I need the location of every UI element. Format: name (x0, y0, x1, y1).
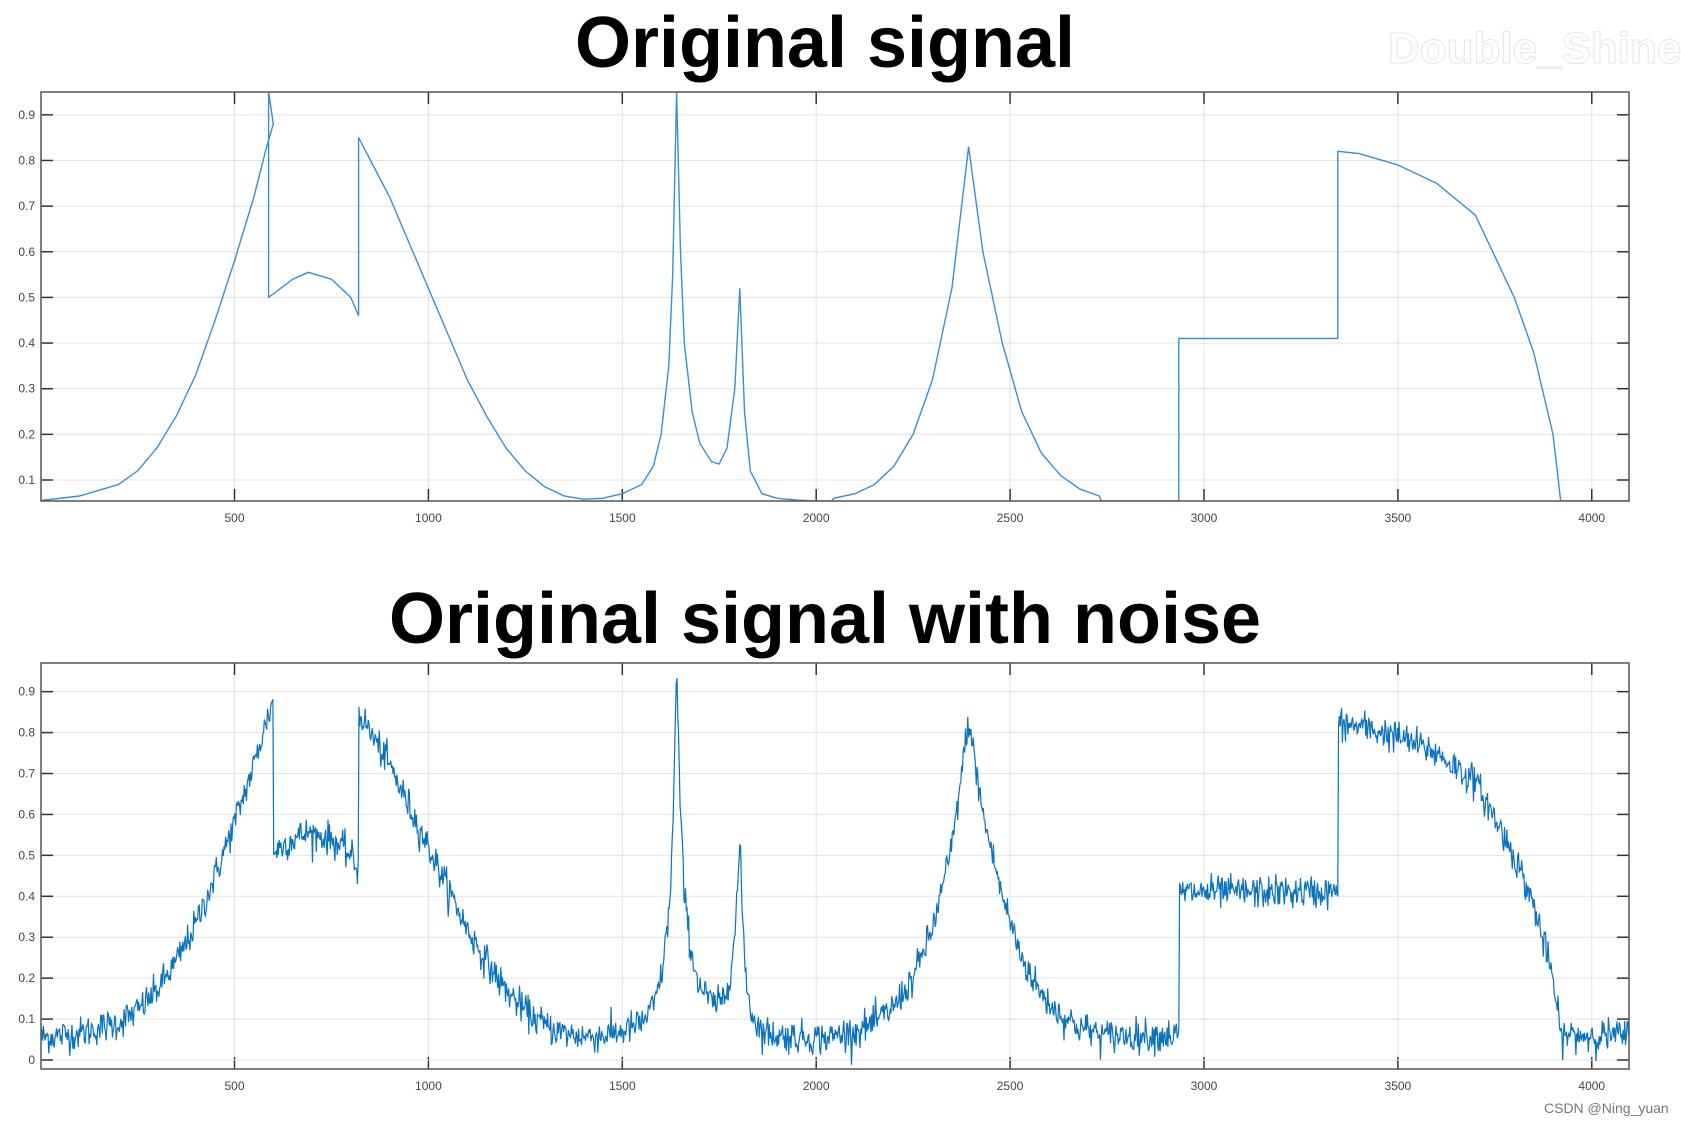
y-tick-label: 0.9 (18, 108, 35, 122)
x-tick-label: 3000 (1191, 1079, 1218, 1093)
y-tick-label: 0.8 (18, 726, 35, 740)
chart-title-noisy: Original signal with noise (388, 579, 1262, 659)
y-tick-label: 0.2 (18, 971, 35, 985)
x-tick-label: 500 (224, 1079, 244, 1093)
axes-box (40, 662, 1630, 1070)
x-tick-label: 2000 (803, 511, 830, 525)
axes-box (40, 91, 1630, 502)
noisy-signal-line (41, 678, 1629, 1065)
x-tick-label: 1500 (609, 1079, 636, 1093)
y-tick-label: 0.7 (18, 199, 35, 213)
x-tick-label: 4000 (1578, 511, 1605, 525)
y-tick-label: 0 (28, 1053, 35, 1067)
x-tick-label: 2500 (997, 511, 1024, 525)
credit-watermark: CSDN @Ning_yuan (1544, 1100, 1669, 1116)
x-tick-label: 3500 (1385, 1079, 1412, 1093)
x-tick-label: 2500 (997, 1079, 1024, 1093)
axes-1: 500 1000 1500 2000 2500 3000 3500 4000 0.1 0.2 0.3… (18, 91, 1630, 525)
y-tick-label: 0.6 (18, 807, 35, 821)
x-tick-label: 3000 (1191, 511, 1218, 525)
y-tick-label: 0.7 (18, 767, 35, 781)
x-tick-label: 1500 (609, 511, 636, 525)
y-tick-label: 0.1 (18, 473, 35, 487)
x-tick-label: 2000 (803, 1079, 830, 1093)
y-tick-label: 0.1 (18, 1012, 35, 1026)
y-tick-label: 0.8 (18, 153, 35, 167)
y-tick-label: 0.5 (18, 290, 35, 304)
watermark: Double_Shine (1387, 24, 1681, 74)
y-tick-label: 0.2 (18, 427, 35, 441)
y-tick-label: 0.4 (18, 889, 35, 903)
y-tick-label: 0.5 (18, 848, 35, 862)
x-tick-label: 1000 (415, 511, 442, 525)
x-tick-label: 4000 (1578, 1079, 1605, 1093)
y-tick-label: 0.9 (18, 685, 35, 699)
x-tick-label: 1000 (415, 1079, 442, 1093)
y-tick-label: 0.4 (18, 336, 35, 350)
axes-2: 500 1000 1500 2000 2500 3000 3500 4000 0 0.1 0.2 0.… (18, 662, 1630, 1093)
chart-title-original: Original signal (574, 3, 1076, 83)
x-tick-label: 3500 (1385, 511, 1412, 525)
x-tick-label: 500 (224, 511, 244, 525)
y-tick-label: 0.6 (18, 245, 35, 259)
signal-line (41, 92, 1629, 501)
y-tick-label: 0.3 (18, 382, 35, 396)
y-tick-label: 0.3 (18, 930, 35, 944)
